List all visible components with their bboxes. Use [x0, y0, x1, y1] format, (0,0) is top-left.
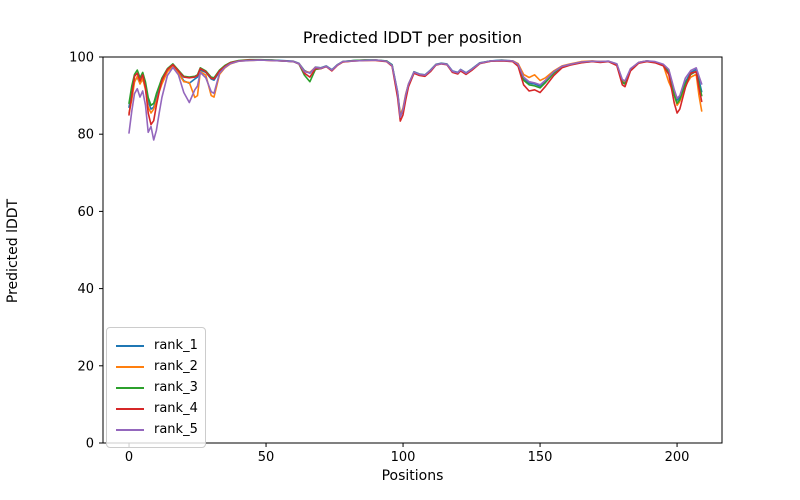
legend-item-rank-3: rank_3 — [116, 377, 198, 398]
y-tick-label: 0 — [86, 437, 94, 452]
rank-3-line-swatch — [116, 386, 144, 389]
legend-label: rank_4 — [154, 401, 198, 416]
legend-label: rank_2 — [154, 359, 198, 374]
x-tick-label: 100 — [391, 450, 416, 465]
legend-item-rank-4: rank_4 — [116, 398, 198, 419]
y-tick-label: 100 — [69, 51, 94, 66]
x-tick-label: 50 — [258, 450, 275, 465]
legend-item-rank-2: rank_2 — [116, 356, 198, 377]
y-tick-label: 60 — [77, 205, 94, 220]
legend-label: rank_3 — [154, 380, 198, 395]
x-tick-label: 150 — [528, 450, 553, 465]
rank-4-line-swatch — [116, 407, 144, 410]
legend-label: rank_1 — [154, 338, 198, 353]
y-tick-label: 40 — [77, 282, 94, 297]
rank-2-line-swatch — [116, 365, 144, 368]
series-line-rank_5 — [128, 59, 703, 141]
x-tick-label: 200 — [665, 450, 690, 465]
legend-item-rank-1: rank_1 — [116, 335, 198, 356]
axes-frame — [102, 56, 723, 444]
x-tick-label: 0 — [125, 450, 133, 465]
rank-5-line-swatch — [116, 428, 144, 431]
legend-item-rank-5: rank_5 — [116, 419, 198, 440]
y-tick-label: 80 — [77, 128, 94, 143]
y-tick-label: 20 — [77, 359, 94, 374]
series-line-rank_4 — [128, 59, 703, 126]
legend: rank_1 rank_2 rank_3 rank_4 rank_5 — [106, 327, 206, 448]
rank-1-line-swatch — [116, 344, 144, 347]
chart-title: Predicted lDDT per position — [302, 28, 523, 47]
legend-label: rank_5 — [154, 422, 198, 437]
x-axis-label: Positions — [381, 468, 444, 484]
